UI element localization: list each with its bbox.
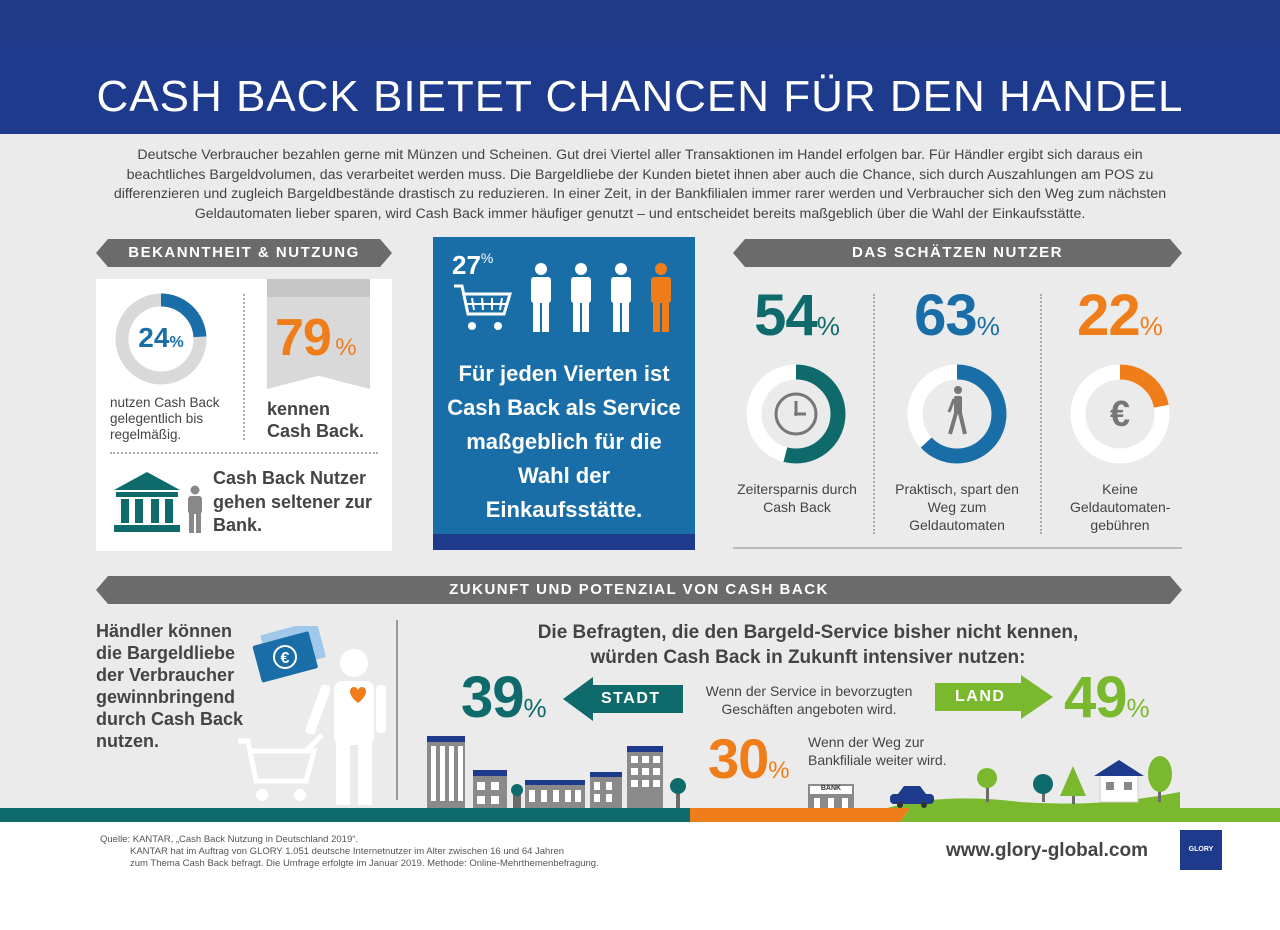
stat-donut-arc bbox=[1070, 364, 1170, 464]
header-top-strip bbox=[0, 0, 1280, 46]
stat-unit: % bbox=[1139, 311, 1163, 341]
service-text: Wenn der Service in bevorzugten Geschäft… bbox=[705, 683, 913, 717]
land-unit: % bbox=[1126, 693, 1150, 723]
stat-card-gebuehren: 22% € Keine Geldautomaten-gebühren bbox=[1058, 282, 1182, 542]
center-stat: 27% bbox=[452, 250, 493, 281]
city-value: 39 bbox=[461, 665, 525, 730]
person-icon bbox=[188, 485, 202, 533]
shopping-cart-icon bbox=[454, 284, 512, 330]
car-icon bbox=[890, 786, 934, 808]
stat-donut bbox=[746, 364, 846, 464]
center-box-footer bbox=[433, 534, 695, 550]
stat-value: 54 bbox=[754, 283, 818, 348]
city-skyline-illustration bbox=[427, 736, 686, 808]
bank-sign: BANK bbox=[820, 785, 842, 792]
source-line-1: Quelle: KANTAR, „Cash Back Nutzung in De… bbox=[100, 834, 359, 845]
right-bottom-rule bbox=[733, 547, 1182, 549]
shopper-with-cart-icon bbox=[238, 649, 386, 805]
bank-icon bbox=[114, 472, 180, 532]
glory-logo: GLORY bbox=[1180, 830, 1222, 870]
center-text: Für jeden Vierten ist Cash Back als Serv… bbox=[447, 361, 681, 522]
center-stat-value: 27 bbox=[452, 250, 481, 280]
usage-donut-arc bbox=[115, 293, 207, 385]
footer-color-bar bbox=[0, 808, 1280, 822]
city-percentage: 39% bbox=[461, 664, 547, 731]
city-unit: % bbox=[523, 693, 547, 723]
known-value: 79 bbox=[275, 309, 332, 367]
city-label: STADT bbox=[601, 690, 661, 707]
page-title: CASH BACK BIETET CHANCEN FÜR DEN HANDEL bbox=[96, 72, 1184, 121]
source-note: Quelle: KANTAR, „Cash Back Nutzung in De… bbox=[100, 834, 599, 870]
land-value: 49 bbox=[1064, 665, 1128, 730]
source-line-2: KANTAR hat im Auftrag von GLORY 1.051 de… bbox=[130, 846, 565, 857]
divider-horizontal bbox=[110, 452, 378, 454]
usage-value: 24 bbox=[138, 322, 170, 353]
banner-zukunft: ZUKUNFT UND POTENZIAL VON CASH BACK bbox=[96, 576, 1182, 604]
stat-unit: % bbox=[976, 311, 1000, 341]
divider-vertical bbox=[243, 294, 245, 440]
banner-bekanntheit: BEKANNTHEIT & NUTZUNG bbox=[96, 239, 392, 267]
usage-unit: % bbox=[169, 334, 184, 351]
usage-percentage: 24% bbox=[114, 322, 208, 354]
stat-label: Zeitersparnis durch Cash Back bbox=[737, 481, 857, 515]
known-percentage: 79 % bbox=[275, 308, 357, 368]
stat-percentage: 22% bbox=[1058, 282, 1182, 349]
stat-percentage: 63% bbox=[895, 282, 1019, 349]
usage-donut bbox=[115, 293, 207, 385]
land-percentage: 49% bbox=[1064, 664, 1150, 731]
divider-right-1 bbox=[873, 294, 875, 534]
bank-text: Cash Back Nutzer gehen seltener zur Bank… bbox=[213, 468, 373, 535]
usage-text: nutzen Cash Back gelegentlich bis regelm… bbox=[110, 395, 220, 442]
stat-label: Keine Geldautomaten-gebühren bbox=[1070, 481, 1171, 533]
stat-unit: % bbox=[816, 311, 840, 341]
intro-text: Deutsche Verbraucher bezahlen gerne mit … bbox=[113, 147, 1167, 222]
bank-distance-value: 30 bbox=[708, 727, 769, 790]
countryside-illustration bbox=[880, 756, 1180, 810]
future-divider bbox=[396, 620, 398, 800]
known-ribbon-top bbox=[267, 279, 370, 297]
known-ribbon bbox=[267, 279, 370, 389]
svg-text:€: € bbox=[281, 650, 290, 667]
stat-donut-arc bbox=[907, 364, 1007, 464]
stat-card-geldautomat: 63% Praktisch, spart den Weg zum Geldaut… bbox=[895, 282, 1019, 542]
known-text: kennen Cash Back. bbox=[267, 399, 365, 441]
stat-donut-arc bbox=[746, 364, 846, 464]
bank-building-illustration bbox=[808, 784, 854, 808]
bank-distance-text: Wenn der Weg zur Bankfiliale weiter wird… bbox=[808, 734, 947, 768]
bank-distance-unit: % bbox=[768, 757, 790, 784]
people-icon-group bbox=[531, 263, 671, 332]
stat-donut bbox=[907, 364, 1007, 464]
known-unit: % bbox=[335, 334, 357, 361]
header bbox=[0, 0, 1280, 134]
stat-donut: € bbox=[1070, 364, 1170, 464]
banner-schaetzen: DAS SCHÄTZEN NUTZER bbox=[733, 239, 1182, 267]
money-bill-icon: € bbox=[252, 626, 326, 683]
divider-right-2 bbox=[1040, 294, 1042, 534]
euro-icon: € bbox=[1110, 393, 1130, 434]
source-line-3: zum Thema Cash Back befragt. Die Umfrage… bbox=[130, 858, 599, 869]
stat-label: Praktisch, spart den Weg zum Geldautomat… bbox=[895, 481, 1019, 533]
future-headline: Die Befragten, die den Bargeld-Service b… bbox=[537, 622, 1079, 668]
future-left-text: Händler können die Bargeldliebe der Verb… bbox=[96, 621, 244, 751]
stat-value: 22 bbox=[1077, 283, 1141, 348]
stat-percentage: 54% bbox=[735, 282, 859, 349]
stat-value: 63 bbox=[914, 283, 978, 348]
clock-icon bbox=[774, 392, 818, 436]
walking-person-icon bbox=[947, 386, 967, 435]
stat-card-zeitersparnis: 54% Zeitersparnis durch Cash Back bbox=[735, 282, 859, 542]
bank-distance-percentage: 30% bbox=[708, 726, 790, 791]
center-stat-unit: % bbox=[480, 250, 494, 266]
website-link[interactable]: www.glory-global.com bbox=[946, 840, 1148, 861]
land-label: LAND bbox=[955, 688, 1006, 705]
